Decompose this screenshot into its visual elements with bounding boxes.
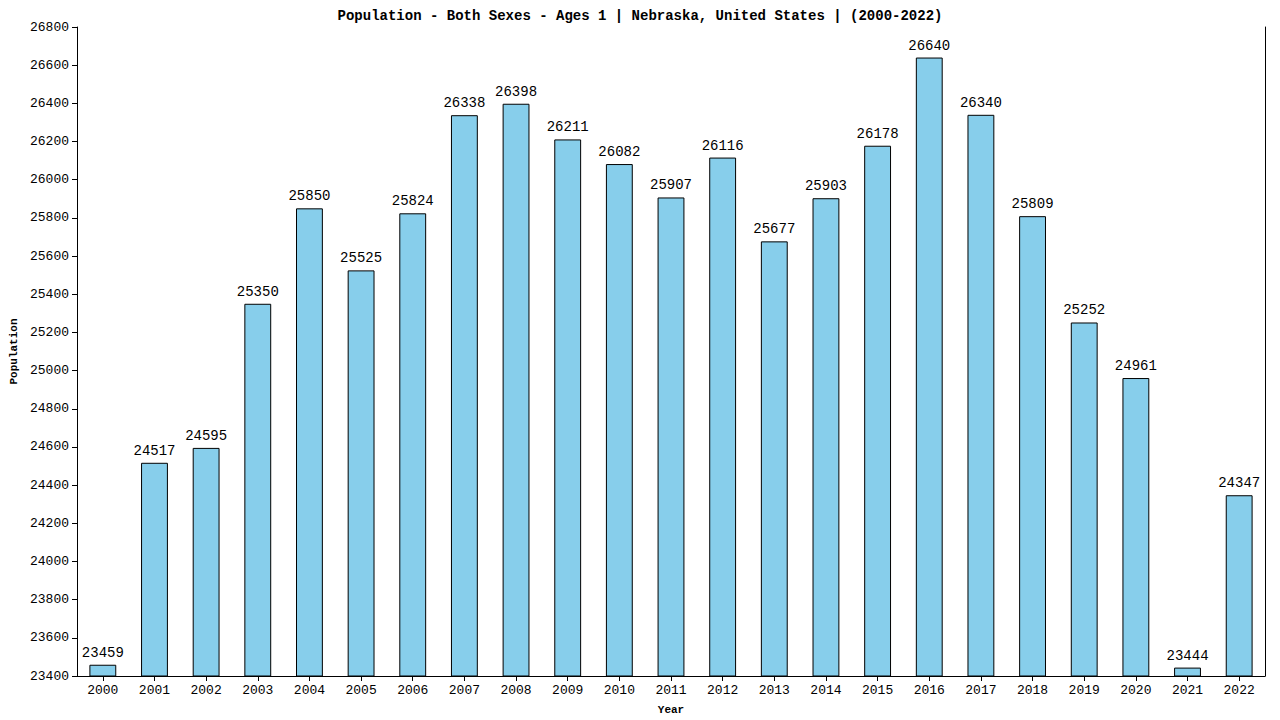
- svg-text:24347: 24347: [1218, 475, 1260, 491]
- svg-text:24400: 24400: [30, 478, 69, 493]
- svg-text:2014: 2014: [810, 683, 841, 698]
- svg-text:2007: 2007: [449, 683, 480, 698]
- svg-text:23400: 23400: [30, 669, 69, 684]
- svg-text:2004: 2004: [294, 683, 325, 698]
- svg-text:2000: 2000: [87, 683, 118, 698]
- svg-text:26178: 26178: [857, 126, 899, 142]
- svg-text:26340: 26340: [960, 95, 1002, 111]
- svg-text:26082: 26082: [598, 144, 640, 160]
- svg-text:23459: 23459: [82, 645, 124, 661]
- svg-text:Population - Both Sexes - Ages: Population - Both Sexes - Ages 1 | Nebra…: [338, 8, 943, 24]
- svg-text:24961: 24961: [1115, 358, 1157, 374]
- svg-text:2016: 2016: [914, 683, 945, 698]
- svg-text:25600: 25600: [30, 249, 69, 264]
- svg-text:26338: 26338: [443, 95, 485, 111]
- svg-text:2018: 2018: [1017, 683, 1048, 698]
- svg-text:2015: 2015: [862, 683, 893, 698]
- svg-text:24200: 24200: [30, 516, 69, 531]
- svg-text:26211: 26211: [547, 119, 589, 135]
- svg-text:Population: Population: [8, 318, 20, 384]
- svg-text:26640: 26640: [908, 38, 950, 54]
- svg-text:2011: 2011: [655, 683, 686, 698]
- svg-text:26400: 26400: [30, 96, 69, 111]
- svg-text:2001: 2001: [139, 683, 170, 698]
- svg-text:2002: 2002: [191, 683, 222, 698]
- svg-text:25000: 25000: [30, 363, 69, 378]
- svg-text:24517: 24517: [133, 443, 175, 459]
- svg-text:26600: 26600: [30, 58, 69, 73]
- svg-text:2009: 2009: [552, 683, 583, 698]
- svg-text:25400: 25400: [30, 287, 69, 302]
- svg-text:25800: 25800: [30, 210, 69, 225]
- svg-text:26800: 26800: [30, 20, 69, 35]
- svg-text:25252: 25252: [1063, 302, 1105, 318]
- svg-text:25525: 25525: [340, 250, 382, 266]
- svg-text:25850: 25850: [288, 188, 330, 204]
- svg-text:24800: 24800: [30, 401, 69, 416]
- svg-text:2019: 2019: [1069, 683, 1100, 698]
- svg-text:25677: 25677: [753, 221, 795, 237]
- svg-text:23444: 23444: [1167, 648, 1209, 664]
- svg-text:2006: 2006: [397, 683, 428, 698]
- svg-text:2020: 2020: [1120, 683, 1151, 698]
- svg-text:2010: 2010: [604, 683, 635, 698]
- svg-text:24600: 24600: [30, 439, 69, 454]
- svg-text:24595: 24595: [185, 428, 227, 444]
- svg-text:2017: 2017: [965, 683, 996, 698]
- svg-text:2003: 2003: [242, 683, 273, 698]
- svg-text:25824: 25824: [392, 193, 434, 209]
- svg-text:25809: 25809: [1012, 196, 1054, 212]
- svg-text:2021: 2021: [1172, 683, 1203, 698]
- svg-text:2005: 2005: [345, 683, 376, 698]
- svg-text:26398: 26398: [495, 84, 537, 100]
- svg-text:24000: 24000: [30, 554, 69, 569]
- svg-text:26116: 26116: [702, 138, 744, 154]
- svg-text:26200: 26200: [30, 134, 69, 149]
- svg-text:23800: 23800: [30, 592, 69, 607]
- svg-text:2012: 2012: [707, 683, 738, 698]
- svg-text:Year: Year: [658, 704, 684, 716]
- svg-text:26000: 26000: [30, 172, 69, 187]
- svg-text:2022: 2022: [1224, 683, 1255, 698]
- svg-text:25350: 25350: [237, 284, 279, 300]
- svg-text:23600: 23600: [30, 630, 69, 645]
- svg-text:2013: 2013: [759, 683, 790, 698]
- svg-text:2008: 2008: [500, 683, 531, 698]
- svg-text:25903: 25903: [805, 178, 847, 194]
- svg-text:25907: 25907: [650, 177, 692, 193]
- svg-text:25200: 25200: [30, 325, 69, 340]
